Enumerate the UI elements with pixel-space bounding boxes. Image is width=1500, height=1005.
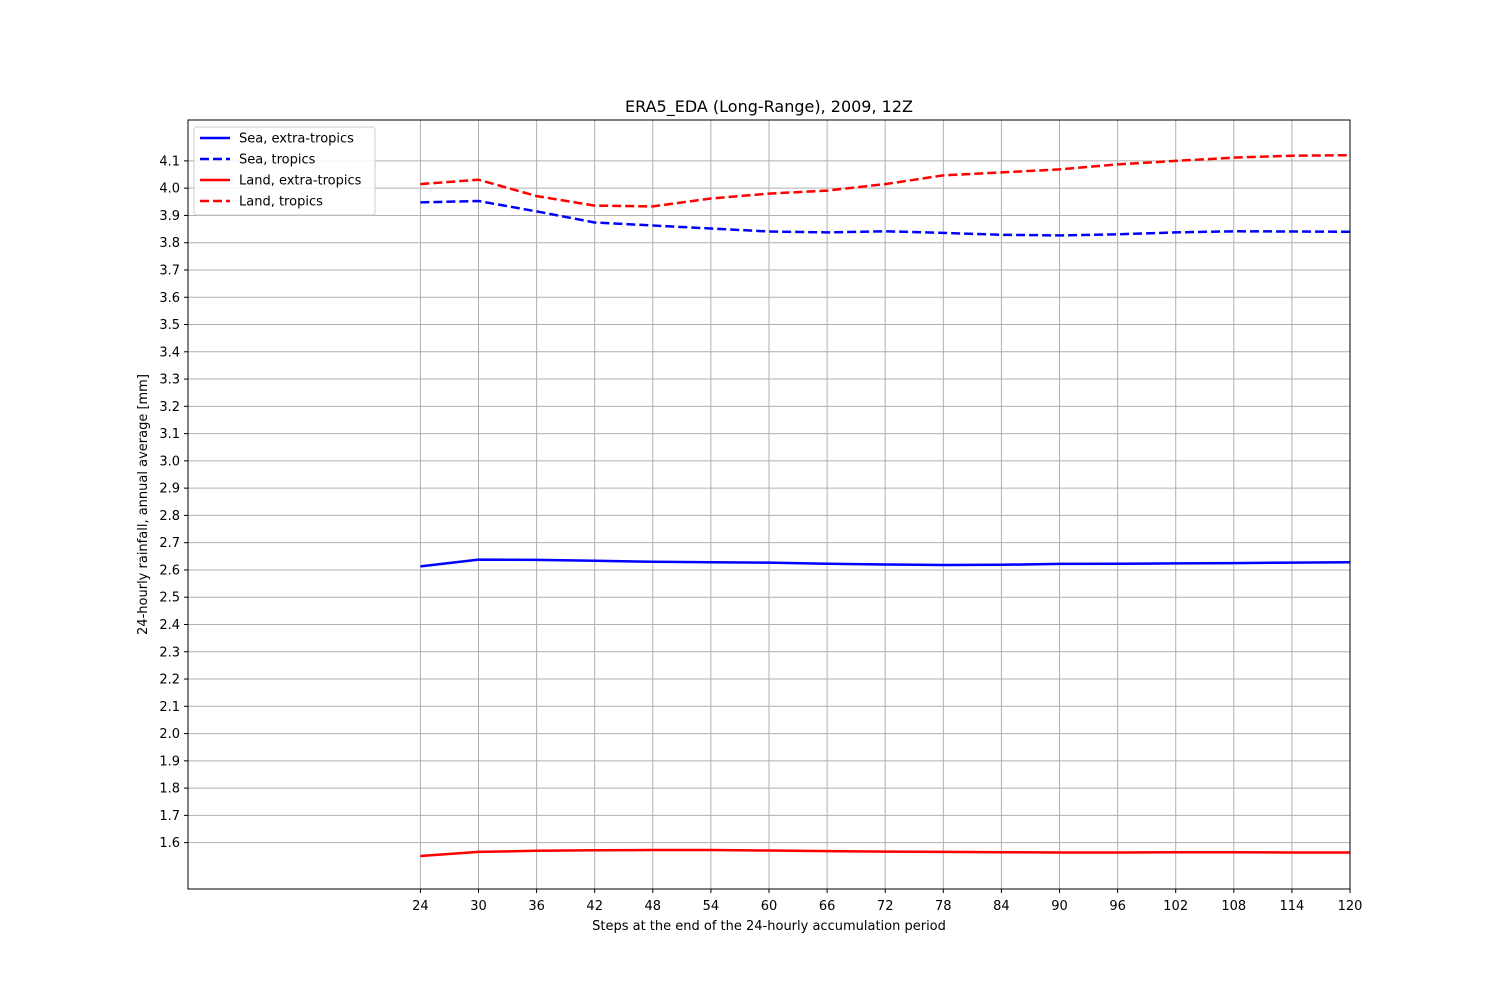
y-tick-label: 3.3 [159, 373, 180, 388]
x-tick-label: 90 [1051, 899, 1068, 914]
x-tick-label: 84 [993, 899, 1010, 914]
y-tick-label: 2.0 [159, 727, 180, 742]
y-tick-label: 4.0 [159, 182, 180, 197]
x-tick-label: 114 [1279, 899, 1304, 914]
legend-label: Land, extra-tropics [239, 174, 362, 189]
x-tick-label: 36 [528, 899, 545, 914]
y-tick-label: 3.8 [159, 236, 180, 251]
legend-box [193, 126, 376, 216]
y-tick-label: 4.1 [159, 154, 180, 169]
y-tick-label: 2.7 [159, 536, 180, 551]
series-line [420, 848, 1350, 858]
y-tick-label: 3.1 [159, 427, 180, 442]
y-tick-label: 3.0 [159, 454, 180, 469]
y-axis-label: 24-hourly rainfall, annual average [mm] [136, 374, 151, 635]
y-tick-label: 2.3 [159, 645, 180, 660]
y-tick-label: 1.6 [159, 836, 180, 851]
y-tick-label: 3.9 [159, 209, 180, 224]
x-tick-label: 102 [1163, 899, 1188, 914]
x-tick-label: 30 [470, 899, 487, 914]
series-line [420, 199, 1351, 237]
y-tick-label: 3.6 [159, 291, 180, 306]
y-tick-label: 2.6 [159, 563, 180, 578]
y-tick-label: 1.7 [159, 809, 180, 824]
y-tick-label: 3.5 [159, 318, 180, 333]
y-tick-label: 2.2 [159, 673, 180, 688]
y-tick-label: 2.1 [159, 700, 180, 715]
x-tick-label: 54 [703, 899, 720, 914]
y-tick-label: 3.2 [159, 400, 180, 415]
x-tick-label: 48 [645, 899, 662, 914]
y-tick-label: 3.4 [159, 345, 180, 360]
x-tick-label: 66 [819, 899, 836, 914]
x-tick-label: 72 [877, 899, 894, 914]
x-tick-label: 60 [761, 899, 778, 914]
legend-label: Sea, extra-tropics [239, 132, 354, 147]
axis-ticks: 24 30 36 42 48 54 60 66 72 78 84 90 96 102 108 114 120 1.… [159, 154, 1362, 914]
x-axis-label: Steps at the end of the 24-hourly accumu… [592, 919, 946, 934]
legend-label: Land, tropics [239, 195, 323, 210]
x-tick-label: 42 [586, 899, 603, 914]
series-lines [420, 153, 1351, 858]
chart-title: ERA5_EDA (Long-Range), 2009, 12Z [625, 97, 913, 117]
y-tick-label: 3.7 [159, 263, 180, 278]
y-tick-label: 2.8 [159, 509, 180, 524]
x-tick-label: 96 [1109, 899, 1126, 914]
x-tick-label: 120 [1338, 899, 1363, 914]
legend-label: Sea, tropics [239, 153, 316, 168]
y-tick-label: 1.8 [159, 782, 180, 797]
legend: Sea, extra-tropics Sea, tropics Land, extr… [193, 126, 376, 216]
x-tick-label: 108 [1221, 899, 1246, 914]
y-tick-label: 2.5 [159, 591, 180, 606]
y-tick-label: 2.4 [159, 618, 180, 633]
series-line [420, 558, 1351, 568]
grid [188, 120, 1351, 889]
series-line [420, 153, 1351, 208]
y-tick-label: 1.9 [159, 754, 180, 769]
y-tick-label: 2.9 [159, 482, 180, 497]
x-tick-label: 78 [935, 899, 952, 914]
x-tick-label: 24 [412, 899, 429, 914]
